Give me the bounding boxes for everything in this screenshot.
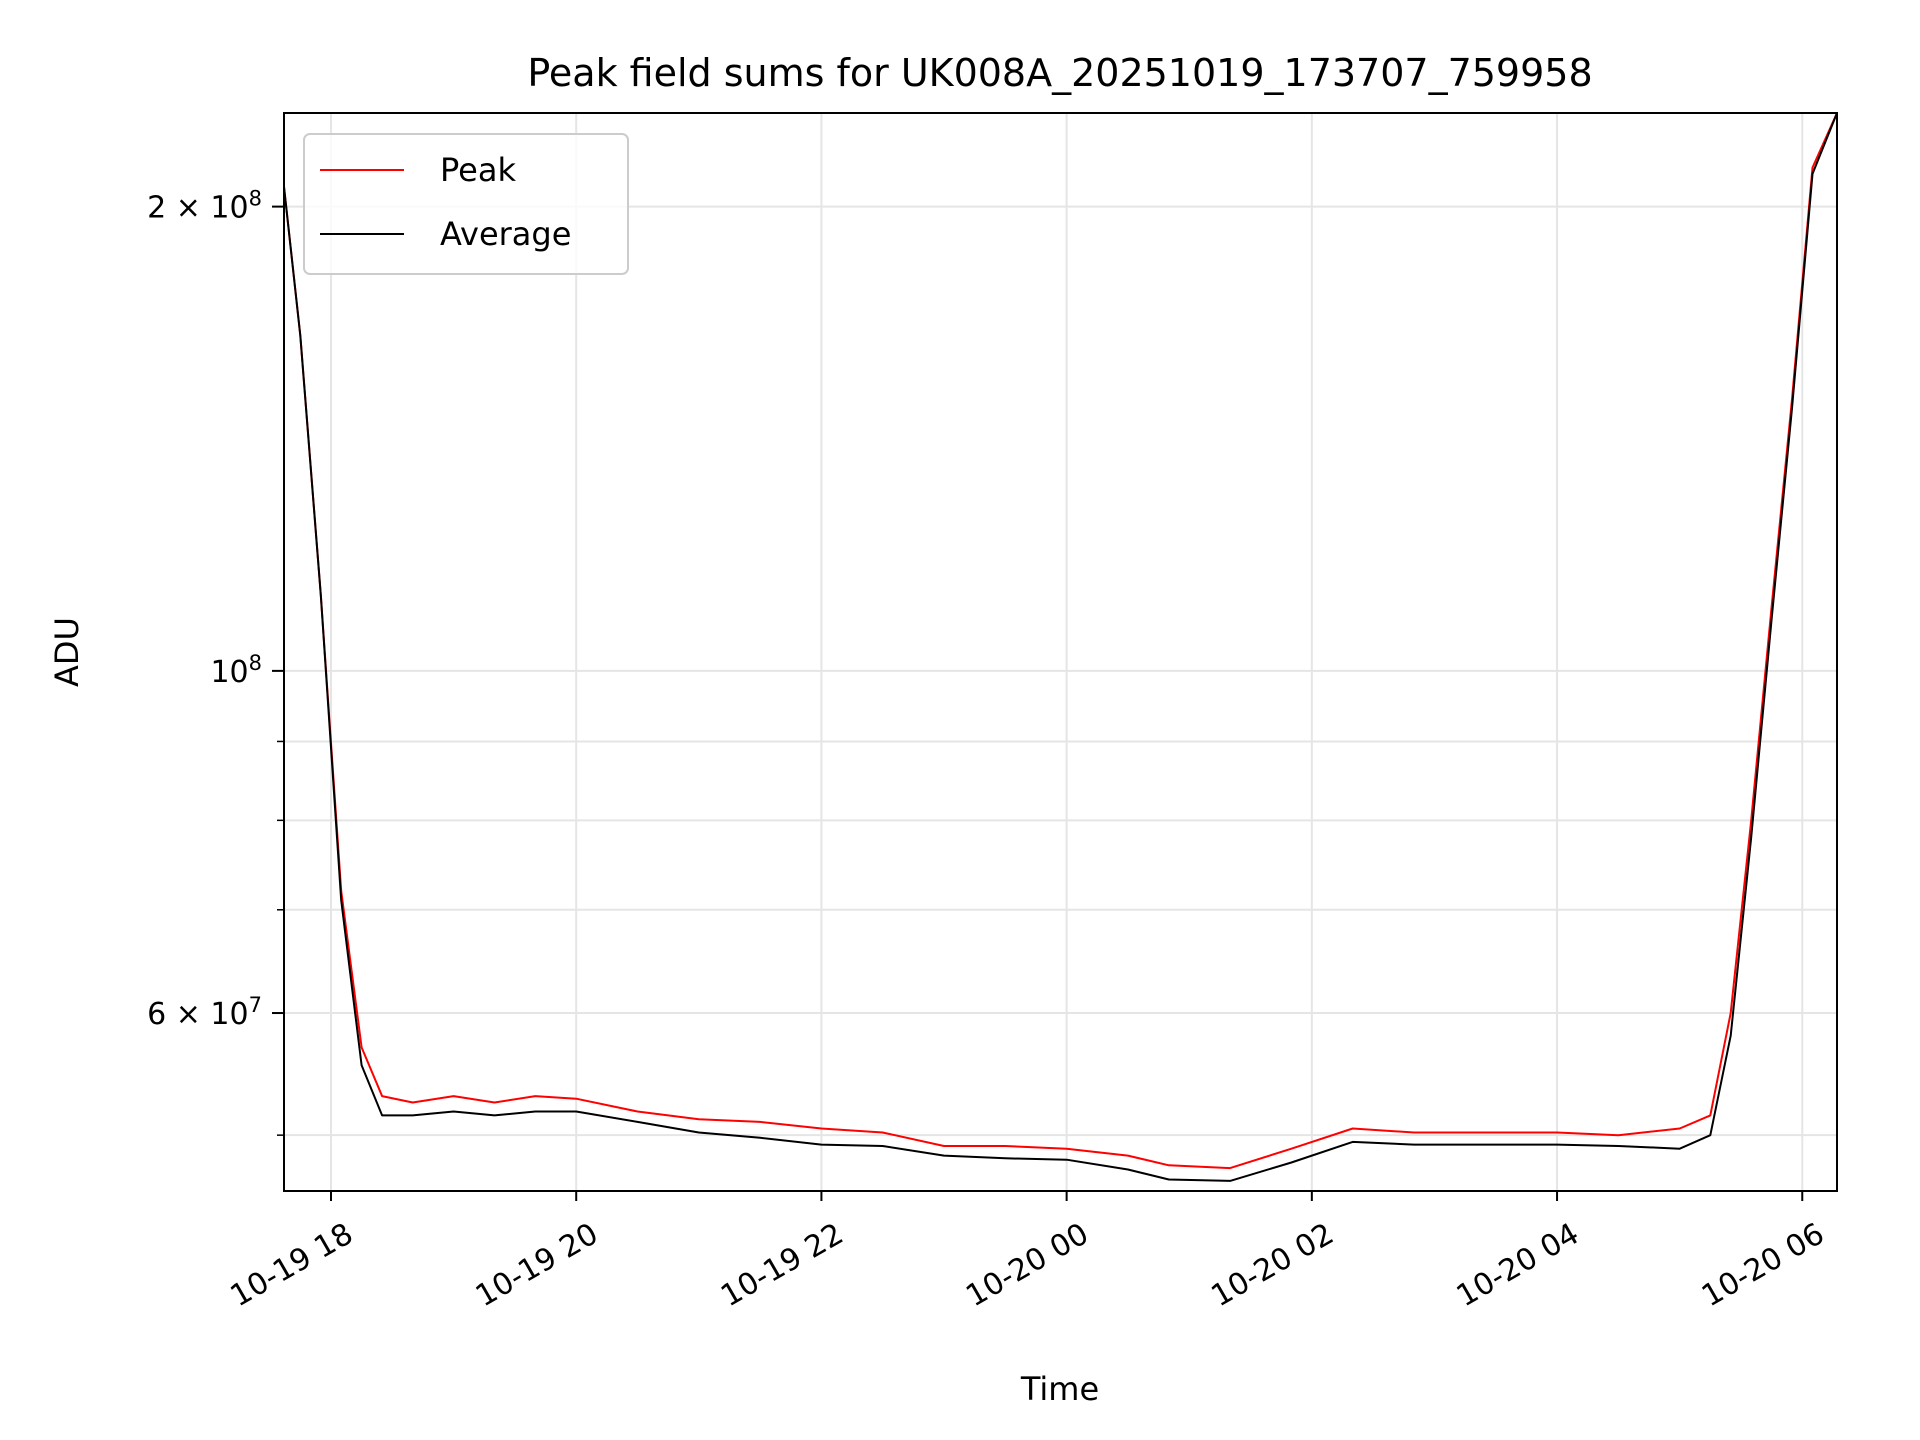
legend-average-label: Average (440, 215, 571, 253)
x-axis-label: Time (1020, 1370, 1099, 1408)
grid (284, 113, 1837, 1191)
legend-peak-label: Peak (440, 151, 516, 189)
plot-frame (283, 112, 1838, 1192)
series-line-peak (283, 112, 1838, 1170)
series-line-average (283, 112, 1838, 1182)
legend: Peak Average (303, 133, 629, 275)
chart-title: Peak field sums for UK008A_20251019_1737… (527, 51, 1592, 95)
y-tick-label: 6 × 107 (147, 993, 262, 1032)
y-axis-label: ADU (48, 617, 86, 687)
series-lines (283, 112, 1838, 1182)
y-tick-label: 2 × 108 (147, 187, 262, 226)
